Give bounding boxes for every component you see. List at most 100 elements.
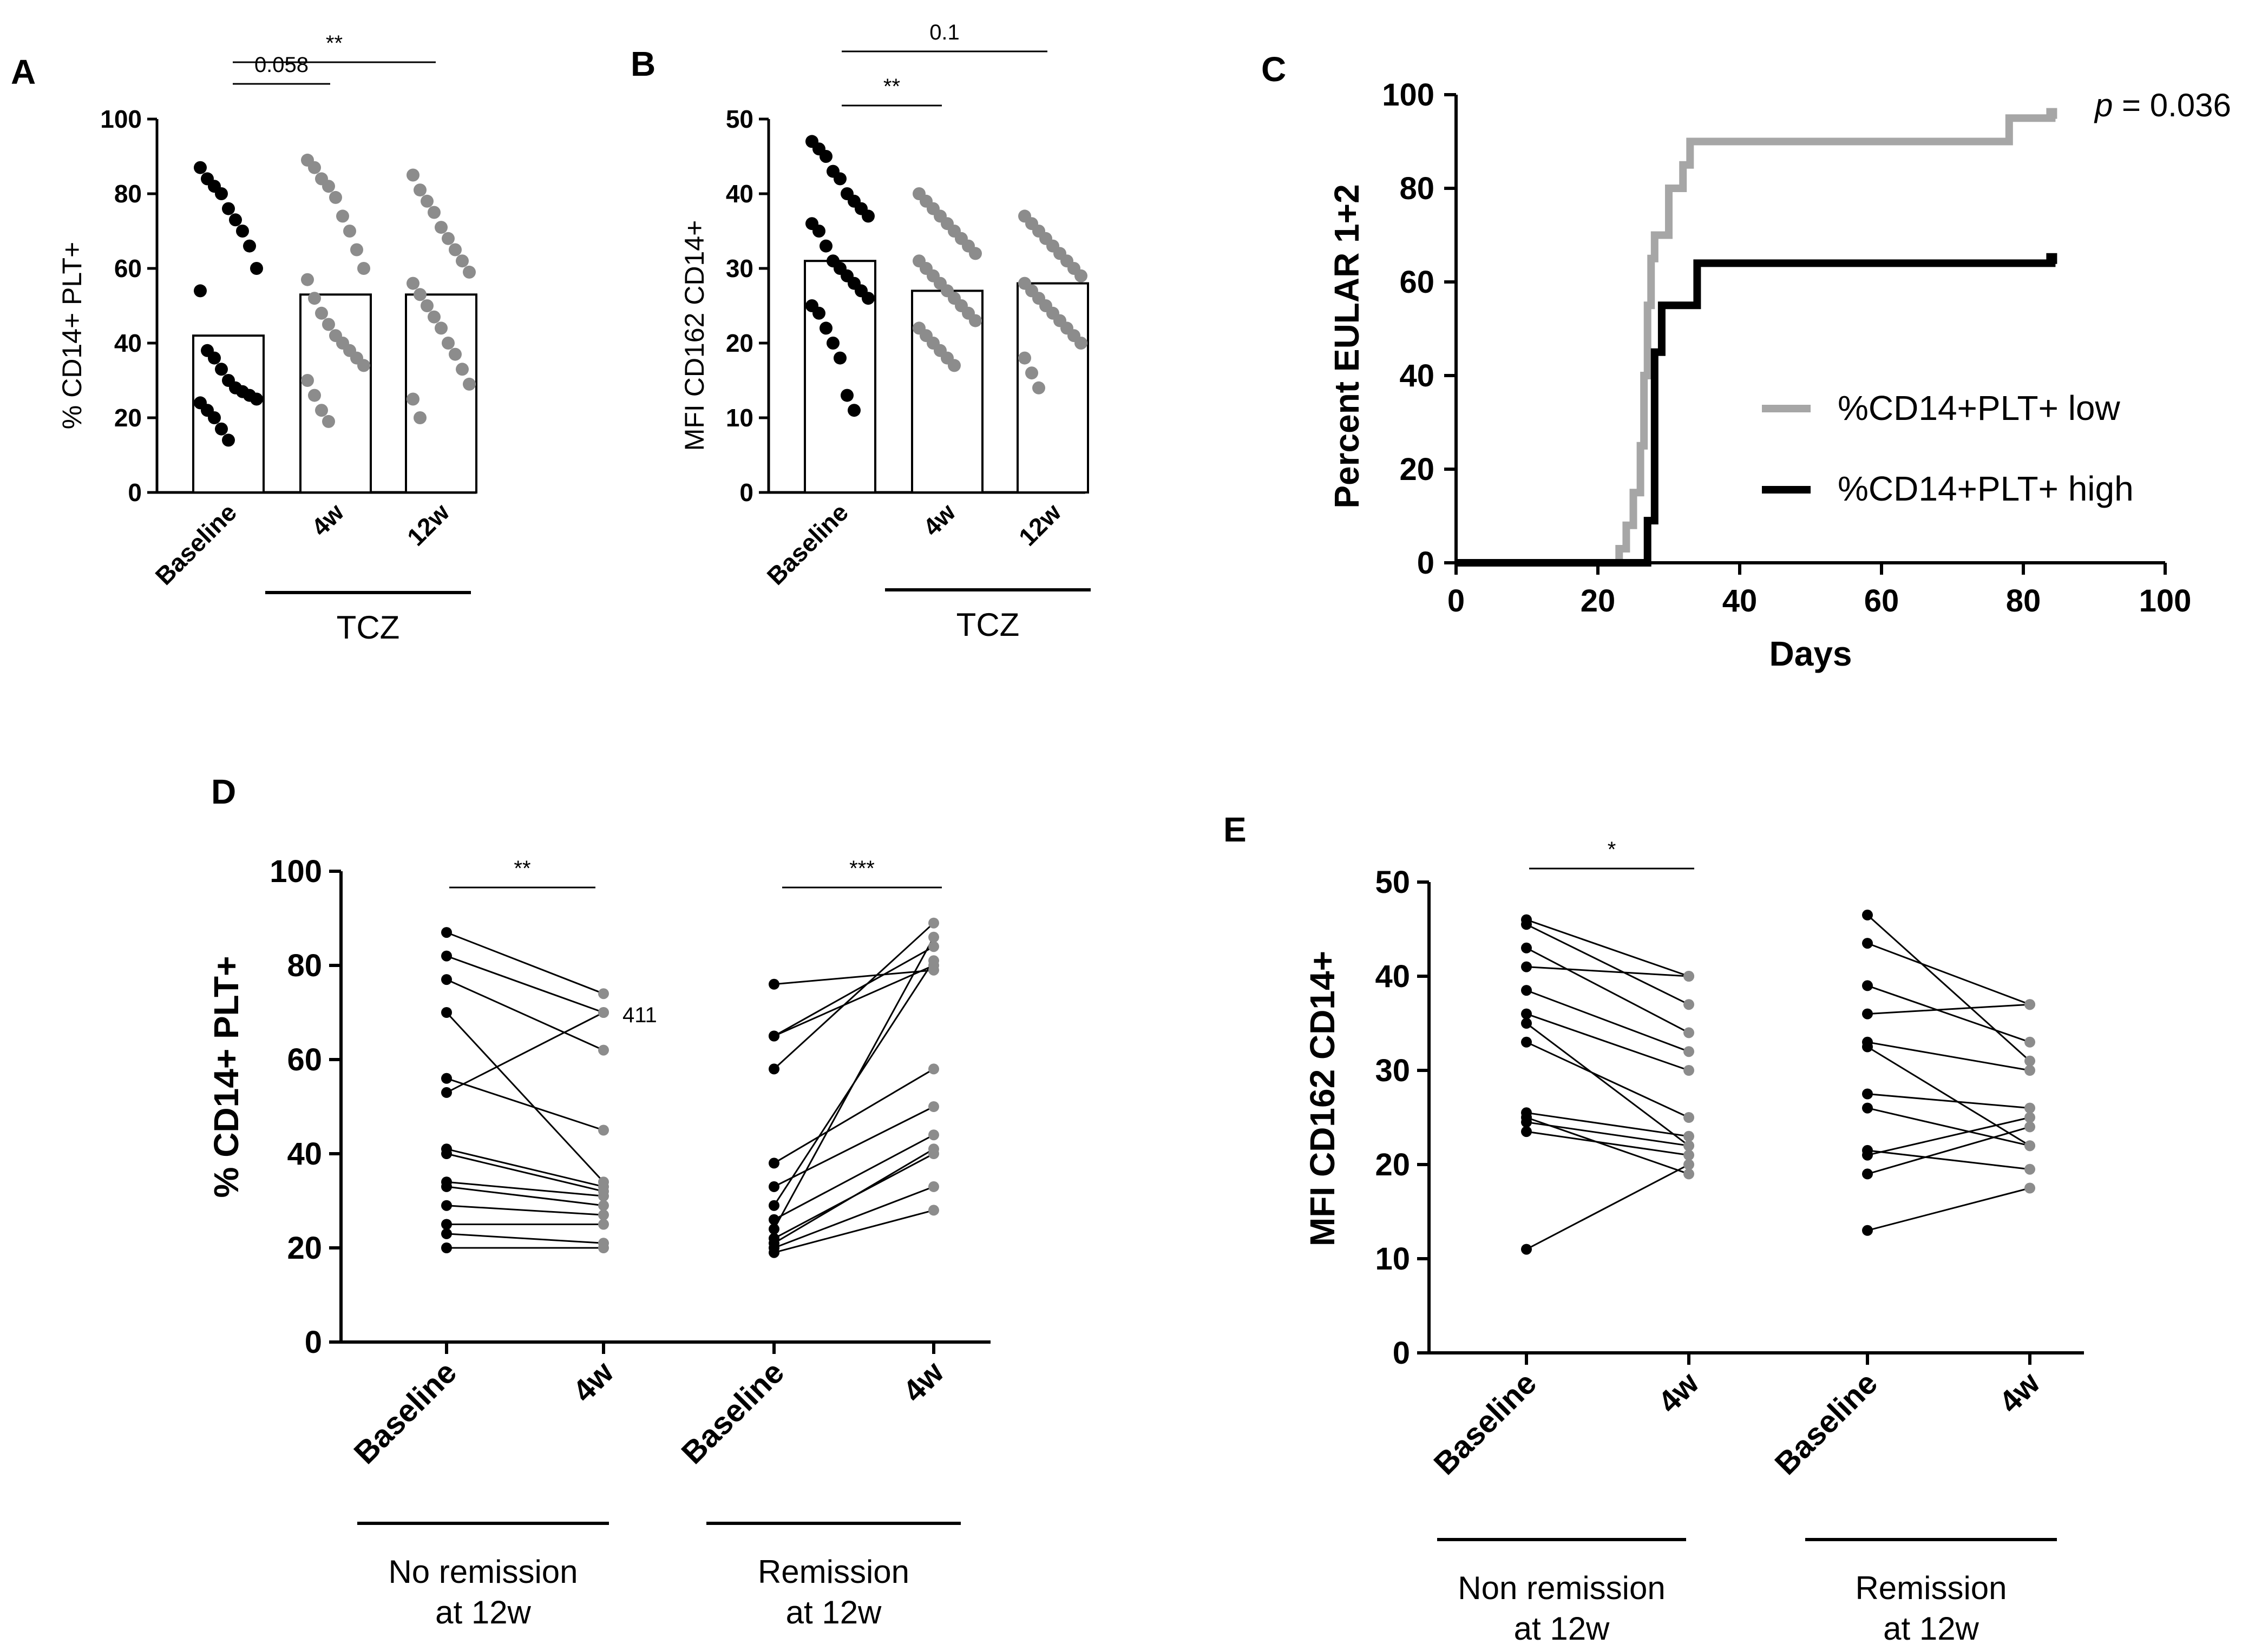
followup-point xyxy=(1683,1159,1694,1170)
data-point xyxy=(215,363,228,376)
y-tick-label: 20 xyxy=(1375,1147,1410,1182)
pair-line xyxy=(1867,1093,2030,1109)
followup-point xyxy=(1683,1027,1694,1038)
pair-line xyxy=(1867,942,2030,1005)
baseline-point xyxy=(1862,1041,1873,1053)
pair-line xyxy=(774,1148,934,1244)
pair-line xyxy=(774,1068,934,1164)
baseline-point xyxy=(769,1224,779,1235)
baseline-point xyxy=(1521,1036,1532,1048)
baseline-point xyxy=(441,1007,452,1018)
pair-line xyxy=(1867,1107,2030,1147)
data-point xyxy=(357,359,370,372)
baseline-point xyxy=(441,927,452,938)
data-point xyxy=(428,206,441,219)
followup-point xyxy=(2024,1163,2035,1175)
followup-point xyxy=(928,1063,939,1075)
panel-letter-a: A xyxy=(11,52,36,91)
baseline-point xyxy=(769,978,779,990)
pair-line xyxy=(774,1106,934,1188)
y-tick-label: 100 xyxy=(270,854,322,889)
data-point xyxy=(215,422,228,436)
data-point xyxy=(442,337,455,350)
p-symbol: p xyxy=(2094,87,2113,123)
followup-point xyxy=(1683,971,1694,982)
baseline-point xyxy=(769,1030,779,1042)
data-point xyxy=(1025,366,1038,380)
pair-line xyxy=(1526,989,1689,1053)
baseline-point xyxy=(1862,1088,1873,1100)
data-point xyxy=(236,225,249,238)
followup-point xyxy=(2024,1182,2035,1194)
data-point xyxy=(243,239,256,253)
data-point xyxy=(820,321,833,335)
x-tick-label: 40 xyxy=(1722,583,1758,619)
followup-point xyxy=(2024,999,2035,1010)
data-point xyxy=(357,262,370,275)
data-point xyxy=(862,292,875,305)
data-point xyxy=(456,363,469,376)
x-tick-label: 60 xyxy=(1864,583,1899,619)
data-point xyxy=(812,306,825,320)
baseline-point xyxy=(769,1181,779,1192)
baseline-point xyxy=(769,1200,779,1211)
y-tick-label: 0 xyxy=(128,478,142,507)
y-tick-label: 60 xyxy=(114,254,142,282)
data-point xyxy=(322,318,335,331)
y-tick-label: 0 xyxy=(305,1325,322,1360)
significance-label: * xyxy=(1608,838,1616,862)
baseline-point xyxy=(1862,980,1873,991)
group-label-line2: at 12w xyxy=(786,1594,882,1630)
pair-line xyxy=(446,1148,604,1188)
pair-line xyxy=(773,937,935,1229)
followup-point xyxy=(1683,999,1694,1010)
y-tick-label: 80 xyxy=(287,948,322,983)
data-point xyxy=(414,411,427,424)
pair-line xyxy=(446,1233,604,1244)
legend-label-low: %CD14+PLT+ low xyxy=(1838,389,2121,428)
followup-point xyxy=(928,1205,939,1216)
pair-line xyxy=(1867,1149,2030,1170)
significance-label: 0.1 xyxy=(929,21,960,44)
followup-point xyxy=(2024,1121,2035,1133)
y-tick-label: 10 xyxy=(726,404,753,432)
p-value: = 0.036 xyxy=(2113,87,2231,123)
data-point xyxy=(969,247,982,260)
followup-point xyxy=(2024,1102,2035,1114)
pair-line xyxy=(446,1181,604,1197)
data-point xyxy=(343,225,356,238)
baseline-point xyxy=(441,1073,452,1084)
significance-label: ** xyxy=(514,857,530,880)
y-tick-label: 40 xyxy=(1399,358,1434,393)
followup-point xyxy=(928,1129,939,1141)
pair-line xyxy=(774,1209,934,1254)
x-tick-label: 100 xyxy=(2139,583,2192,619)
data-point xyxy=(329,190,342,204)
data-point xyxy=(315,306,328,320)
pair-line xyxy=(1526,923,1689,1005)
followup-point xyxy=(928,1181,939,1192)
data-point xyxy=(827,337,840,350)
baseline-point xyxy=(1521,961,1532,972)
y-tick-label: 100 xyxy=(1382,77,1434,113)
significance-label: *** xyxy=(849,857,875,880)
y-tick-label: 0 xyxy=(739,478,753,507)
data-point xyxy=(449,243,462,257)
followup-point xyxy=(598,1209,609,1221)
x-axis-label: Days xyxy=(1769,634,1852,673)
data-point xyxy=(848,404,861,417)
followup-point xyxy=(2024,1140,2035,1152)
y-tick-label: 0 xyxy=(1393,1336,1410,1371)
baseline-point xyxy=(1521,1244,1532,1255)
panel-letter-d: D xyxy=(211,772,236,811)
data-point xyxy=(456,254,469,268)
data-point xyxy=(222,202,235,215)
data-point xyxy=(820,239,833,253)
y-axis-label: Percent EULAR 1+2 xyxy=(1327,184,1366,508)
y-tick-label: 50 xyxy=(726,105,753,133)
followup-point xyxy=(928,941,939,952)
data-point xyxy=(442,232,455,245)
baseline-point xyxy=(1862,1102,1873,1114)
data-point xyxy=(336,209,349,223)
